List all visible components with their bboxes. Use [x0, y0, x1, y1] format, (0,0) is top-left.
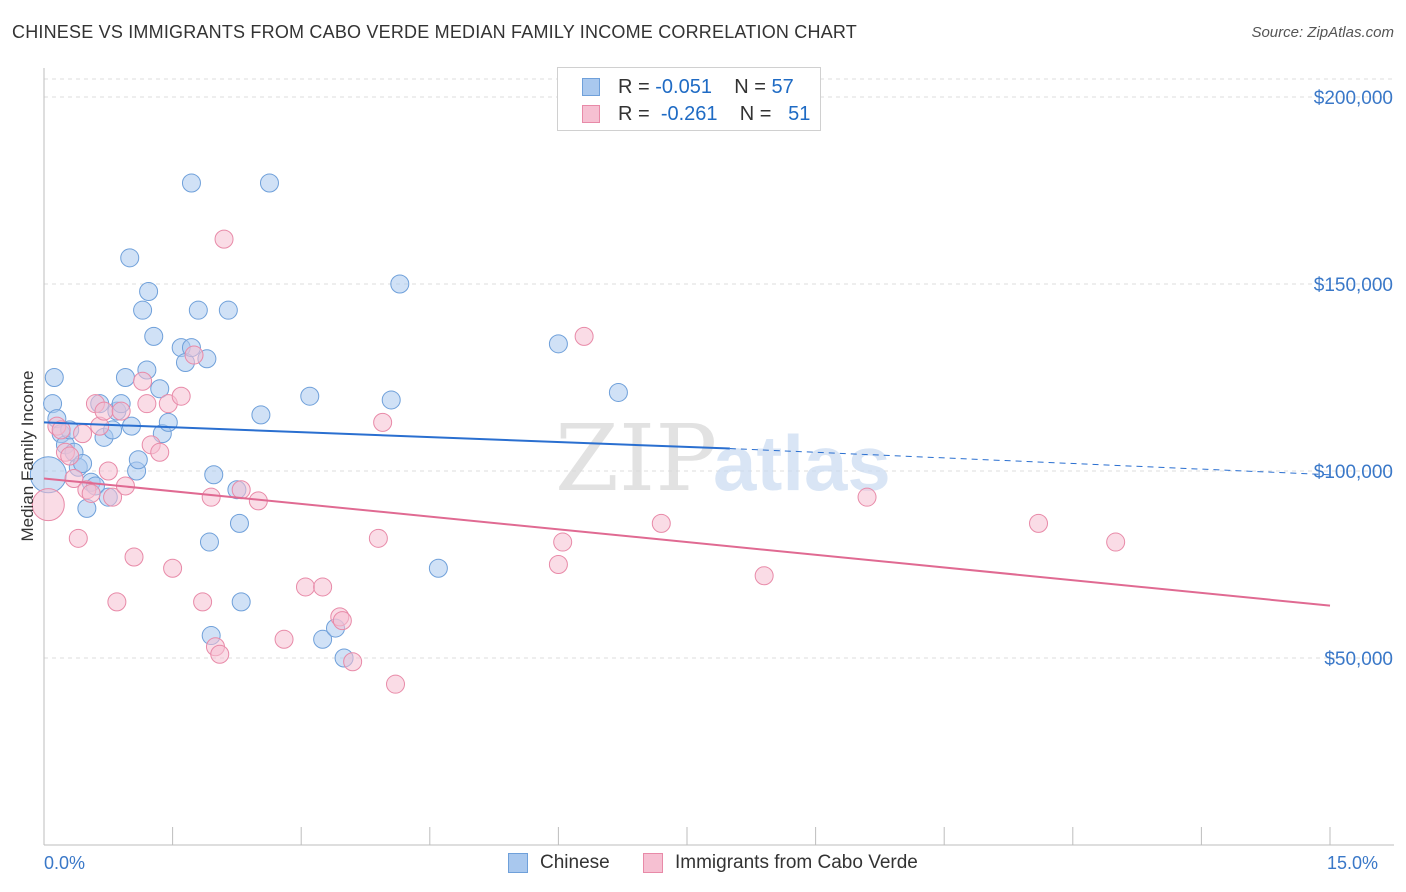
point-cabo-verde	[857, 487, 877, 507]
series-legend: Chinese Immigrants from Cabo Verde	[0, 852, 1406, 876]
point-chinese	[231, 592, 251, 612]
point-chinese	[204, 465, 224, 485]
watermark-zip: ZIP	[555, 405, 717, 512]
point-cabo-verde	[103, 487, 123, 507]
point-chinese	[144, 326, 164, 346]
correlation-legend: R = -0.051 N = 57 R = -0.261 N = 51	[557, 67, 821, 131]
point-chinese	[188, 300, 208, 320]
point-chinese	[199, 532, 219, 552]
point-chinese	[229, 513, 249, 533]
y-tick-label: $100,000	[1314, 462, 1393, 483]
point-chinese	[251, 405, 271, 425]
series-swatch-chinese	[508, 853, 528, 873]
point-chinese	[381, 390, 401, 410]
point-cabo-verde	[163, 558, 183, 578]
y-tick-label: $50,000	[1324, 649, 1393, 670]
y-tick-label: $150,000	[1314, 275, 1393, 296]
point-cabo-verde	[651, 513, 671, 533]
point-cabo-verde	[184, 345, 204, 365]
y-tick-label: $200,000	[1314, 88, 1393, 109]
point-cabo-verde	[94, 401, 114, 421]
point-cabo-verde	[171, 386, 191, 406]
point-chinese	[259, 173, 279, 193]
point-chinese	[313, 629, 333, 649]
point-cabo-verde	[553, 532, 573, 552]
point-chinese	[428, 558, 448, 578]
chart-title: CHINESE VS IMMIGRANTS FROM CABO VERDE ME…	[12, 22, 857, 42]
point-cabo-verde	[31, 488, 65, 522]
point-cabo-verde	[373, 412, 393, 432]
y-tick-labels: $50,000 $100,000 $150,000 $200,000	[1314, 88, 1393, 670]
series-legend-chinese: Chinese	[508, 852, 610, 874]
point-chinese	[608, 382, 628, 402]
point-cabo-verde	[51, 420, 71, 440]
point-chinese	[133, 300, 153, 320]
point-chinese	[300, 386, 320, 406]
x-tick-label-min: 0.0%	[44, 853, 86, 873]
point-cabo-verde	[73, 424, 93, 444]
point-cabo-verde	[332, 611, 352, 631]
point-chinese	[120, 248, 140, 268]
point-cabo-verde	[201, 487, 221, 507]
point-cabo-verde	[111, 401, 131, 421]
point-cabo-verde	[754, 566, 774, 586]
point-cabo-verde	[1029, 513, 1049, 533]
point-chinese	[44, 368, 64, 387]
point-chinese	[548, 334, 568, 354]
legend-text-cabo-verde: R = -0.261 N = 51	[618, 102, 811, 125]
data-points	[29, 173, 1126, 694]
trend-lines	[43, 421, 1331, 607]
point-cabo-verde	[150, 442, 170, 462]
point-cabo-verde	[137, 394, 157, 414]
trend-line-cabo-verde	[43, 477, 1331, 607]
y-axis-label: Median Family Income	[18, 370, 37, 542]
axes	[43, 68, 1394, 846]
point-cabo-verde	[81, 483, 101, 503]
point-cabo-verde	[214, 229, 234, 249]
legend-text-chinese: R = -0.051 N = 57	[618, 75, 794, 98]
point-cabo-verde	[386, 674, 406, 694]
x-tick-label-max: 15.0%	[1327, 853, 1379, 873]
point-cabo-verde	[574, 326, 594, 346]
grid-lines	[44, 78, 1394, 659]
legend-swatch-chinese	[582, 78, 600, 96]
point-chinese	[139, 281, 159, 301]
trend-line-chinese-extension	[729, 448, 1331, 476]
point-cabo-verde	[98, 461, 118, 481]
point-cabo-verde	[313, 577, 333, 597]
point-cabo-verde	[133, 371, 153, 391]
point-cabo-verde	[124, 547, 144, 567]
trend-line-chinese	[43, 421, 730, 450]
point-chinese	[128, 450, 148, 470]
point-cabo-verde	[107, 592, 127, 612]
point-chinese	[115, 368, 135, 387]
point-cabo-verde	[548, 555, 568, 574]
point-cabo-verde	[60, 446, 80, 466]
point-chinese	[158, 412, 178, 432]
point-cabo-verde	[68, 528, 88, 548]
point-cabo-verde	[193, 592, 213, 612]
point-cabo-verde	[368, 528, 388, 548]
point-chinese	[390, 274, 410, 294]
series-swatch-cabo-verde	[643, 853, 663, 873]
point-cabo-verde	[64, 468, 84, 488]
point-cabo-verde	[210, 644, 230, 664]
point-chinese	[181, 173, 201, 193]
point-cabo-verde	[231, 480, 251, 500]
legend-swatch-cabo-verde	[582, 105, 600, 123]
watermark: ZIP atlas	[555, 405, 891, 512]
point-cabo-verde	[343, 652, 363, 672]
point-chinese	[218, 300, 238, 320]
source-label: Source: ZipAtlas.com	[1251, 24, 1394, 41]
point-cabo-verde	[295, 577, 315, 597]
point-cabo-verde	[1106, 532, 1126, 552]
series-legend-cabo-verde: Immigrants from Cabo Verde	[643, 852, 918, 874]
point-chinese	[150, 379, 170, 399]
point-cabo-verde	[274, 629, 294, 649]
